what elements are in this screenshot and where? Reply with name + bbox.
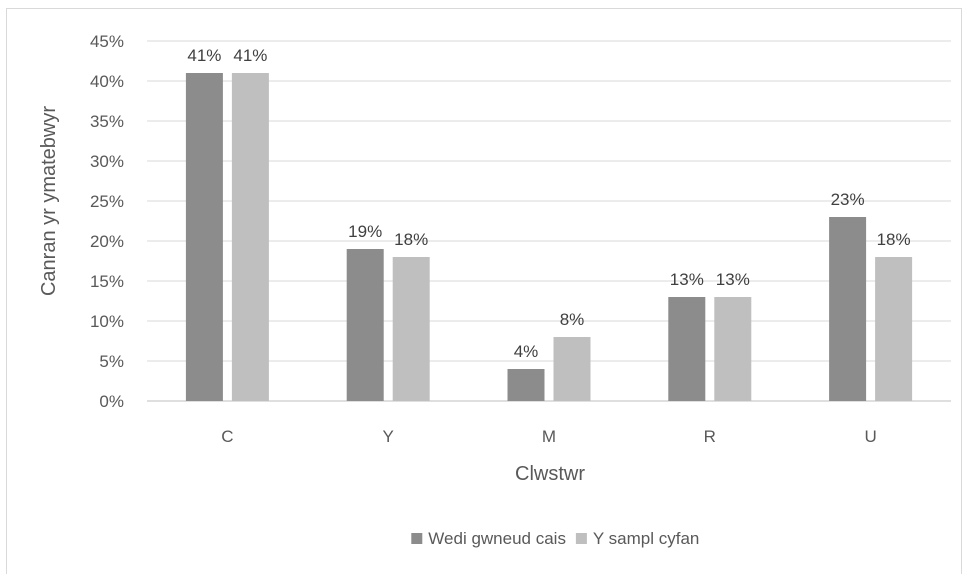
bar-R-series-2 [714, 297, 752, 401]
y-axis-title: Canran yr ymatebwyr [38, 106, 60, 296]
bar-Y-series-1 [346, 249, 384, 401]
y-tick-label: 25% [90, 192, 124, 211]
bar-R-series-1 [668, 297, 706, 401]
y-tick-label: 30% [90, 152, 124, 171]
x-tick-label: C [221, 427, 233, 446]
data-label: 13% [670, 270, 704, 289]
data-label: 41% [233, 46, 267, 65]
y-tick-label: 20% [90, 232, 124, 251]
data-label: 4% [514, 342, 539, 361]
y-tick-label: 5% [99, 352, 124, 371]
x-tick-label: R [704, 427, 716, 446]
x-tick-label: U [864, 427, 876, 446]
y-tick-label: 40% [90, 72, 124, 91]
data-label: 18% [394, 230, 428, 249]
bars [185, 73, 913, 401]
data-label: 8% [560, 310, 585, 329]
bar-U-series-1 [829, 217, 867, 401]
bar-M-series-2 [553, 337, 591, 401]
legend-swatch-2 [575, 533, 587, 544]
y-tick-label: 35% [90, 112, 124, 131]
y-tick-label: 10% [90, 312, 124, 331]
y-tick-label: 15% [90, 272, 124, 291]
y-tick-label: 45% [90, 32, 124, 51]
bar-Y-series-2 [392, 257, 430, 401]
bar-C-series-1 [185, 73, 223, 401]
data-labels: 41% 41% 19% 18% 4% 8% 13% 13% 23% 18% [187, 46, 910, 361]
legend: Wedi gwneud cais Y sampl cyfan [411, 529, 699, 548]
x-axis-title: Clwstwr [515, 463, 585, 485]
data-label: 41% [187, 46, 221, 65]
y-tick-labels: 0% 5% 10% 15% 20% 25% 30% 35% 40% 45% [90, 32, 124, 411]
data-label: 23% [831, 190, 865, 209]
legend-label-1: Wedi gwneud cais [428, 529, 566, 548]
data-label: 19% [348, 222, 382, 241]
data-label: 13% [716, 270, 750, 289]
x-tick-label: M [542, 427, 556, 446]
bar-U-series-2 [875, 257, 913, 401]
gridlines [147, 40, 951, 402]
bar-C-series-2 [231, 73, 269, 401]
chart-frame [6, 8, 962, 574]
x-tick-label: Y [383, 427, 394, 446]
bar-M-series-1 [507, 369, 545, 401]
legend-label-2: Y sampl cyfan [593, 529, 699, 548]
data-label: 18% [877, 230, 911, 249]
y-tick-label: 0% [99, 392, 124, 411]
legend-swatch-1 [411, 533, 423, 544]
